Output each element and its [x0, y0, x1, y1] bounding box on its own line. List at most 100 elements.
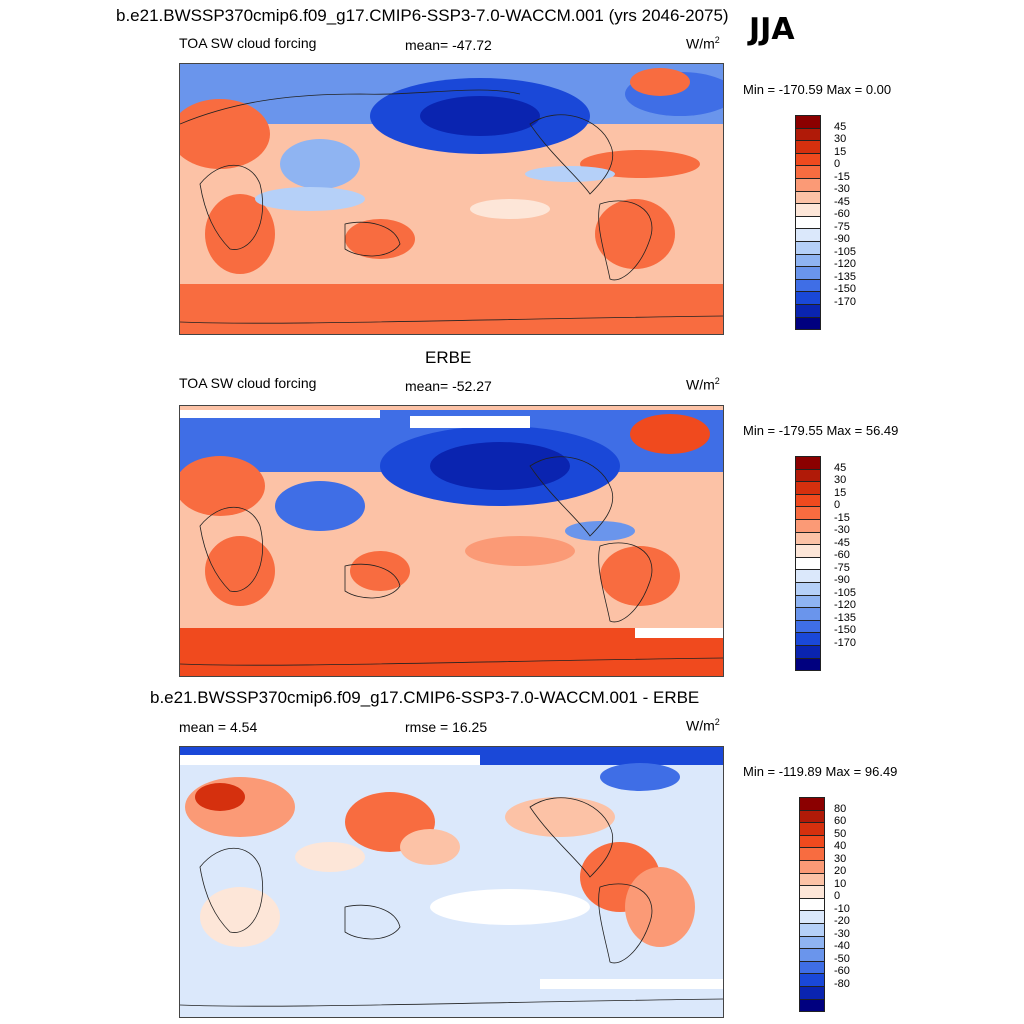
- panel-1-units: W/m2: [686, 35, 720, 52]
- colorbar-tick-label: -45: [834, 195, 850, 208]
- colorbar-swatch: [796, 128, 820, 142]
- panel-2-variable-label: TOA SW cloud forcing: [179, 375, 317, 391]
- colorbar-tick-label: -150: [834, 283, 857, 296]
- colorbar-swatch: [800, 898, 824, 912]
- colorbar-tick-label: -150: [834, 624, 857, 637]
- panel-1-map-field: [180, 64, 723, 334]
- panel-3-min-max: Min = -119.89 Max = 96.49: [743, 764, 898, 779]
- panel-3-rmse-label: rmse = 16.25: [405, 719, 488, 735]
- colorbar-tick-label: -60: [834, 549, 850, 562]
- colorbar-tick-label: -15: [834, 170, 850, 183]
- colorbar-tick-label: -15: [834, 511, 850, 524]
- colorbar-tick-label: -170: [834, 636, 857, 649]
- colorbar-swatch: [796, 519, 820, 533]
- panel-2-mean-label: mean= -52.27: [405, 378, 492, 394]
- colorbar-tick-label: 30: [834, 133, 847, 146]
- colorbar-swatch: [796, 267, 820, 280]
- panel-3-title: b.e21.BWSSP370cmip6.f09_g17.CMIP6-SSP3-7…: [150, 688, 700, 707]
- colorbar-tick-label: 20: [834, 865, 847, 878]
- colorbar-tick-label: -30: [834, 927, 850, 940]
- colorbar-swatch: [796, 645, 820, 659]
- panel-2-units: W/m2: [686, 376, 720, 393]
- colorbar-swatch: [796, 292, 820, 305]
- colorbar-swatch: [800, 848, 824, 861]
- colorbar-tick-label: 0: [834, 499, 841, 512]
- colorbar-swatch: [796, 608, 820, 621]
- colorbar-tick-label: -170: [834, 295, 857, 308]
- colorbar-tick-label: 30: [834, 852, 847, 865]
- colorbar-tick-label: -90: [834, 574, 850, 587]
- colorbar-tick-label: -105: [834, 586, 857, 599]
- colorbar-tick-label: 30: [834, 474, 847, 487]
- colorbar-swatch: [796, 279, 820, 293]
- colorbar-swatch: [800, 873, 824, 887]
- colorbar-tick-label: -75: [834, 561, 850, 574]
- colorbar-swatch: [800, 911, 824, 924]
- colorbar-swatch: [796, 469, 820, 483]
- colorbar-swatch: [800, 798, 824, 811]
- panel-3-units: W/m2: [686, 717, 720, 734]
- colorbar-swatch: [796, 658, 820, 671]
- colorbar-tick-label: -75: [834, 220, 850, 233]
- colorbar-swatch: [800, 974, 824, 987]
- colorbar-swatch: [800, 810, 824, 824]
- colorbar-swatch: [796, 570, 820, 583]
- colorbar-tick-label: -20: [834, 915, 850, 928]
- panel-1-map: [179, 63, 724, 335]
- colorbar-swatch: [800, 923, 824, 937]
- colorbar-tick-label: -10: [834, 902, 850, 915]
- colorbar-tick-label: -135: [834, 270, 857, 283]
- colorbar-swatch: [796, 482, 820, 495]
- colorbar-tick-label: 15: [834, 486, 847, 499]
- colorbar-tick-label: -30: [834, 183, 850, 196]
- panel-3-map: [179, 746, 724, 1018]
- colorbar-swatch: [796, 494, 820, 508]
- colorbar-swatch: [800, 860, 824, 874]
- colorbar-tick-label: 10: [834, 877, 847, 890]
- season-label: JJA: [749, 12, 795, 47]
- colorbar-swatch: [800, 986, 824, 1000]
- colorbar-tick-label: 45: [834, 461, 847, 474]
- colorbar-swatch: [796, 457, 820, 470]
- colorbar-tick-label: 60: [834, 815, 847, 828]
- colorbar-swatch: [796, 595, 820, 609]
- colorbar-swatch: [800, 835, 824, 849]
- colorbar-swatch: [800, 886, 824, 899]
- colorbar-tick-label: -60: [834, 965, 850, 978]
- panel-2-title: ERBE: [425, 348, 472, 367]
- panel-1-min-max: Min = -170.59 Max = 0.00: [743, 82, 892, 97]
- colorbar-tick-label: 80: [834, 802, 847, 815]
- colorbar-tick-label: -135: [834, 611, 857, 624]
- panel-2-map-field: [180, 406, 723, 676]
- colorbar-swatch: [796, 216, 820, 230]
- colorbar-swatch: [796, 191, 820, 205]
- colorbar-swatch: [796, 545, 820, 558]
- colorbar-swatch: [796, 633, 820, 646]
- colorbar-swatch: [796, 166, 820, 179]
- colorbar-tick-label: 50: [834, 827, 847, 840]
- colorbar-tick-label: 15: [834, 145, 847, 158]
- panel-2-min-max: Min = -179.55 Max = 56.49: [743, 423, 899, 438]
- colorbar-tick-label: 0: [834, 158, 841, 171]
- colorbar-swatch: [796, 304, 820, 318]
- colorbar-swatch: [800, 949, 824, 962]
- colorbar-tick-label: 40: [834, 840, 847, 853]
- colorbar-tick-label: -120: [834, 599, 857, 612]
- panel-2-map: [179, 405, 724, 677]
- panel-1-variable-label: TOA SW cloud forcing: [179, 35, 317, 51]
- colorbar-swatch: [796, 532, 820, 546]
- colorbar-swatch: [796, 229, 820, 242]
- colorbar-swatch: [796, 317, 820, 330]
- colorbar-swatch: [796, 153, 820, 167]
- colorbar-swatch: [796, 620, 820, 634]
- panel-3-colorbar: [799, 797, 825, 1012]
- colorbar-swatch: [800, 823, 824, 836]
- colorbar-swatch: [796, 116, 820, 129]
- colorbar-swatch: [796, 241, 820, 255]
- colorbar-tick-label: -80: [834, 977, 850, 990]
- panel-1-colorbar: [795, 115, 821, 330]
- panel-3-mean-label: mean = 4.54: [179, 719, 258, 735]
- colorbar-swatch: [796, 178, 820, 192]
- colorbar-swatch: [796, 254, 820, 268]
- figure-title: b.e21.BWSSP370cmip6.f09_g17.CMIP6-SSP3-7…: [116, 6, 729, 25]
